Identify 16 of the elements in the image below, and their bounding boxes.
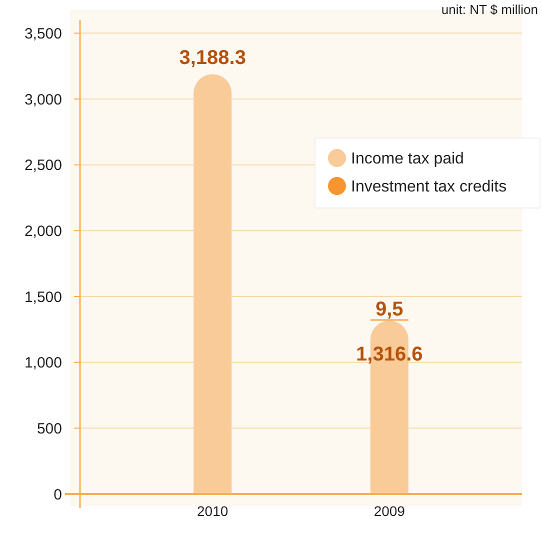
y-tick-label: 1,000: [24, 354, 62, 372]
text: unit: NT $ million: [441, 2, 538, 17]
legend-label: Investment tax credits: [351, 178, 507, 196]
x-tick-label: 2010: [197, 503, 228, 519]
y-tick-label: 3,500: [24, 25, 62, 42]
y-tick-label: 3,000: [24, 91, 62, 108]
y-tick-label: 2,500: [24, 157, 62, 174]
legend-label: Income tax paid: [351, 150, 464, 168]
x-tick-label: 2009: [374, 503, 406, 519]
data-label: 3,188.3: [179, 47, 246, 70]
bar: [194, 74, 232, 494]
data-label: 9,5: [375, 298, 404, 320]
y-tick-label: 0: [54, 486, 62, 504]
y-tick-label: 2,000: [24, 222, 62, 240]
y-tick-label: 1,500: [24, 288, 62, 306]
y-tick-label: 500: [36, 420, 62, 438]
